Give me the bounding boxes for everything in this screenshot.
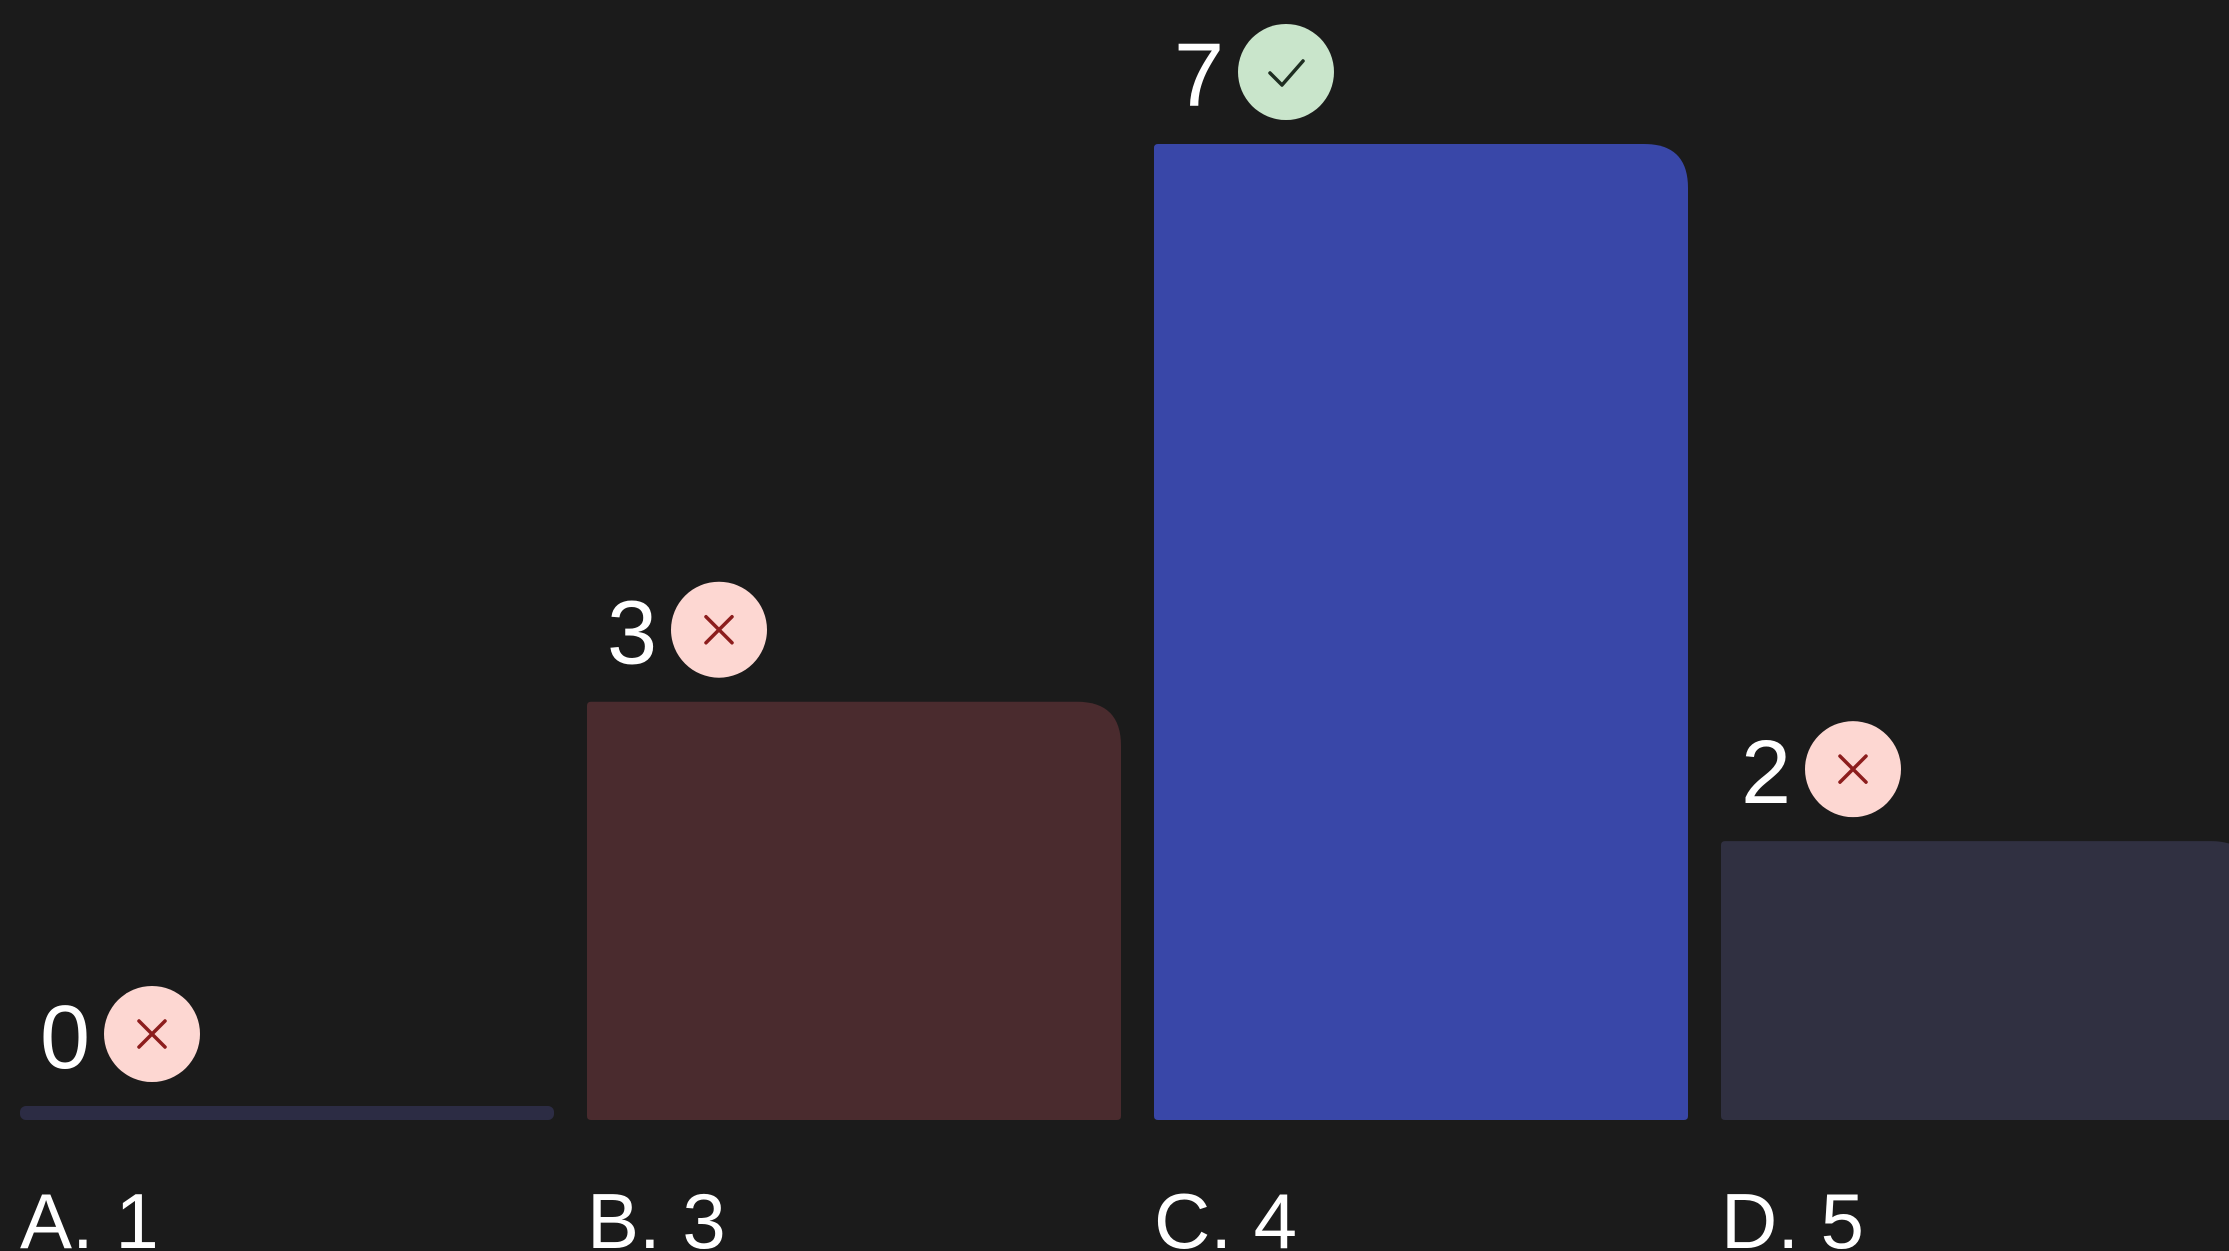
badge-circle [1238,24,1334,120]
bar [1154,144,1688,1120]
category-label: B. 3 [587,1177,726,1251]
value-label: 7 [1174,26,1224,126]
check-icon [1268,59,1305,87]
value-label: 3 [607,584,657,684]
category-label: D. 5 [1721,1177,1864,1251]
bar [587,701,1121,1120]
bar-group-2: 3 B. 3 [587,581,1121,1251]
bar [1721,841,2229,1120]
incorrect-badge [104,986,200,1082]
correct-badge [1238,24,1334,120]
bar-group-1: 0 A. 1 [20,986,554,1251]
value-label: 0 [40,988,90,1088]
close-icon [704,614,734,645]
incorrect-badge [1805,721,1901,818]
close-icon [1838,754,1868,784]
value-label: 2 [1741,723,1791,823]
bar [20,1106,554,1120]
category-label: A. 1 [20,1177,159,1251]
incorrect-badge [671,581,767,678]
bar-group-4: 2 D. 5 [1721,721,2229,1251]
bar-group-3: 7 C. 4 [1154,24,1688,1251]
close-icon [137,1019,167,1049]
category-label: C. 4 [1154,1177,1297,1251]
